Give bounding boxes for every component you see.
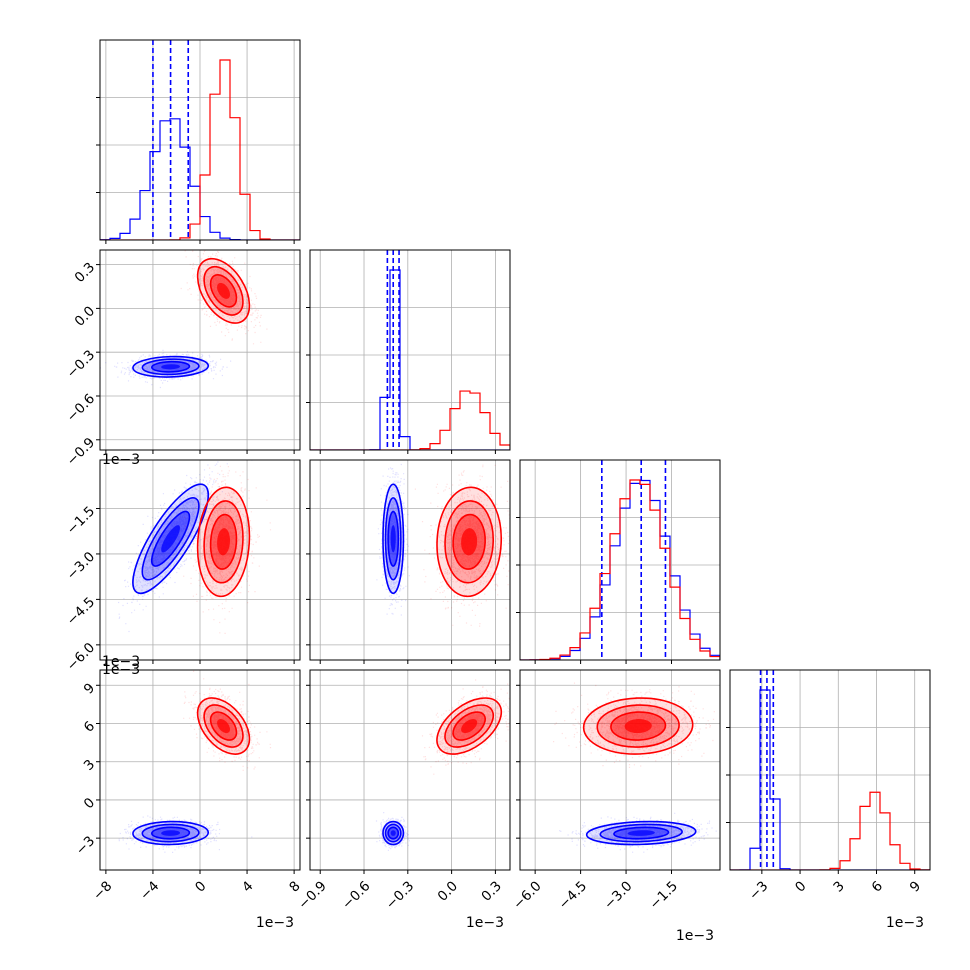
xtick-label-2-3: −1.5 [647, 878, 681, 912]
y-offset-label-2: 1e−3 [102, 662, 140, 678]
contour-series-0-2-1-3 [390, 525, 396, 553]
ytick-label-1-3: 0.0 [72, 303, 99, 330]
contour-series-0-2-0-3 [161, 525, 180, 553]
ytick-label-2-2: −3.0 [64, 549, 98, 583]
hist-series-1-var-3 [730, 791, 930, 870]
x-offset-label-2: 1e−3 [676, 928, 714, 944]
xtick-label-1-2: −0.3 [383, 878, 417, 912]
panel-3-1 [306, 669, 511, 874]
panel-2-0-content [100, 460, 300, 660]
panel-0-0-content [100, 40, 300, 240]
panel-3-0 [96, 669, 301, 874]
panel-frame-3-3 [729, 669, 931, 871]
ytick-label-1-0: −0.9 [64, 435, 98, 469]
hist-series-1-var-1 [310, 390, 510, 450]
panel-1-0-content [100, 250, 300, 450]
panel-3-2 [516, 669, 721, 874]
xtick-label-3-2: 3 [830, 878, 847, 895]
xtick-label-2-1: −4.5 [556, 878, 590, 912]
ytick-label-3-0: −3 [73, 833, 98, 858]
xtick-label-2-2: −3.0 [601, 878, 635, 912]
ytick-label-1-4: 0.3 [72, 259, 99, 286]
panel-2-0 [96, 459, 301, 664]
panel-2-1 [306, 459, 511, 664]
ytick-label-3-1: 0 [81, 795, 98, 812]
ytick-label-2-1: −4.5 [64, 594, 98, 628]
panel-3-0-content [100, 670, 300, 870]
contour-series-0-3-2-3 [627, 830, 655, 836]
xtick-label-3-3: 6 [869, 878, 886, 895]
panel-3-3-content [730, 670, 930, 870]
xtick-label-1-1: −0.6 [339, 878, 373, 912]
contour-series-1-3-2-3 [624, 719, 652, 734]
panel-2-2-content [520, 460, 720, 660]
ytick-label-3-2: 3 [81, 757, 98, 774]
x-offset-label-3: 1e−3 [886, 915, 924, 931]
panel-2-1-content [310, 460, 510, 660]
contour-series-0-3-0-3 [161, 830, 181, 836]
x-offset-label-1: 1e−3 [466, 915, 504, 931]
panel-2-2 [516, 459, 721, 664]
panel-1-0 [96, 249, 301, 454]
panel-frame-2-1 [309, 459, 511, 661]
xtick-label-0-4: 8 [286, 878, 303, 895]
panel-frame-3-1 [309, 669, 511, 871]
ytick-label-1-2: −0.3 [64, 347, 98, 381]
panel-frame-1-1 [309, 249, 511, 451]
ytick-label-1-1: −0.6 [64, 391, 98, 425]
ytick-label-2-0: −6.0 [64, 640, 98, 674]
xtick-label-0-3: 4 [239, 878, 256, 895]
hist-series-1-var-0 [100, 59, 300, 240]
panel-3-3 [726, 669, 931, 874]
scatter-series-1-3-1 [421, 679, 510, 775]
panel-3-1-content [310, 670, 510, 870]
xtick-label-0-0: −8 [90, 878, 115, 903]
contour-series-1-1-0-3 [217, 282, 231, 299]
ytick-label-3-3: 6 [81, 718, 98, 735]
panel-1-1-content [310, 250, 510, 450]
contour-series-1-3-0-3 [217, 719, 230, 734]
ytick-label-2-3: −1.5 [64, 503, 98, 537]
x-offset-label-0: 1e−3 [256, 915, 294, 931]
xtick-label-3-1: 0 [792, 878, 809, 895]
panel-0-0 [96, 39, 301, 244]
xtick-label-0-1: −4 [137, 878, 162, 903]
contour-series-0-3-1-3 [390, 830, 396, 836]
y-offset-label-1: 1e−3 [102, 452, 140, 468]
panel-3-2-content [520, 670, 720, 870]
xtick-label-1-0: −0.9 [295, 878, 329, 912]
panel-1-1 [306, 249, 511, 454]
hist-series-0-var-1 [310, 269, 510, 450]
xtick-label-1-3: 0.0 [435, 878, 462, 905]
panel-frame-2-2 [519, 459, 721, 661]
panel-frame-3-2 [519, 669, 721, 871]
xtick-label-0-2: 0 [192, 878, 209, 895]
xtick-label-3-4: 9 [907, 878, 924, 895]
contour-series-0-1-0-3 [161, 364, 180, 370]
contour-series-1-2-0-3 [217, 528, 230, 556]
contour-series-1-2-1-3 [461, 528, 478, 556]
xtick-label-1-4: 0.3 [478, 878, 505, 905]
xtick-label-3-0: −3 [746, 878, 771, 903]
ytick-label-3-4: 9 [81, 680, 98, 697]
xtick-label-2-0: −6.0 [510, 878, 544, 912]
y-offset-label-3: 1e−3 [102, 654, 140, 670]
hist-series-1-var-2 [520, 479, 720, 660]
